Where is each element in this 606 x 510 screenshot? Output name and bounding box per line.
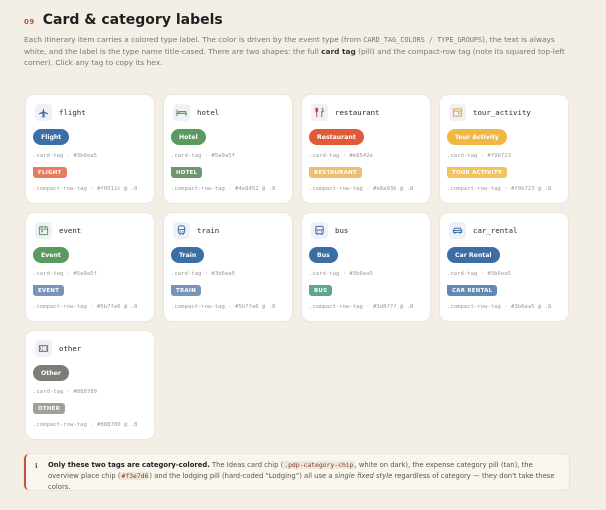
info-note: ℹ Only these two tags are category-color… bbox=[24, 454, 569, 493]
card-tag-meta: .card-tag · #3b6ea5 bbox=[447, 271, 511, 277]
card-type-name: train bbox=[197, 226, 220, 235]
bed-icon bbox=[173, 104, 190, 121]
tag-card-car-rental: car_rental Car Rental .card-tag · #3b6ea5 C… bbox=[440, 213, 568, 321]
tag-card-restaurant: restaurant Restaurant .card-tag · #e8542e R… bbox=[302, 95, 430, 203]
utensils-icon bbox=[311, 104, 328, 121]
info-icon: ℹ bbox=[35, 462, 38, 470]
tag-card-tour-activity: tour_activity Tour Activity .card-tag · #f… bbox=[440, 95, 568, 203]
compact-tag-meta: .compact-row-tag · #3d8f7f @ .8 bbox=[309, 304, 414, 310]
compact-row-tag[interactable]: RESTAURANT bbox=[309, 167, 362, 178]
compact-row-tag[interactable]: CAR RENTAL bbox=[447, 285, 498, 296]
compact-row-tag[interactable]: FLIGHT bbox=[33, 167, 67, 178]
note-body: Only these two tags are category-colored… bbox=[48, 460, 559, 493]
card-type-name: flight bbox=[59, 108, 86, 117]
card-tag-pill[interactable]: Tour Activity bbox=[447, 129, 507, 145]
compact-tag-meta: .compact-row-tag · #3b6ea5 @ .8 bbox=[447, 304, 552, 310]
card-tag-meta: .card-tag · #e8542e bbox=[309, 153, 373, 159]
card-tag-pill[interactable]: Restaurant bbox=[309, 129, 364, 145]
compact-tag-meta: .compact-row-tag · #4e8452 @ .8 bbox=[171, 186, 276, 192]
section-description: Each itinerary item carries a colored ty… bbox=[24, 34, 569, 68]
tag-card-hotel: hotel Hotel .card-tag · #5a9a5f HOTEL .compa… bbox=[164, 95, 292, 203]
card-type-name: event bbox=[59, 226, 82, 235]
card-tag-pill[interactable]: Flight bbox=[33, 129, 70, 145]
card-tag-pill[interactable]: Car Rental bbox=[447, 247, 500, 263]
card-type-name: bus bbox=[335, 226, 349, 235]
ticket-icon bbox=[449, 104, 466, 121]
page-title: Card & category labels bbox=[42, 12, 223, 28]
card-tag-meta: .card-tag · #f9b723 bbox=[447, 153, 511, 159]
card-header: other bbox=[35, 340, 81, 357]
compact-row-tag[interactable]: OTHER bbox=[33, 403, 66, 414]
tag-card-bus: bus Bus .card-tag · #3b6ea5 BUS .compact-row… bbox=[302, 213, 430, 321]
note-code: #f3e7d6 bbox=[120, 472, 150, 480]
card-tag-pill[interactable]: Other bbox=[33, 365, 69, 381]
card-tag-pill[interactable]: Hotel bbox=[171, 129, 206, 145]
desc-text: (pill) and the compact-row tag (note its… bbox=[24, 47, 565, 67]
note-code: .pdp-category-chip bbox=[283, 461, 355, 469]
note-italic: single fixed style bbox=[334, 472, 393, 480]
airplane-icon bbox=[35, 104, 52, 121]
card-tag-meta: .card-tag · #3b6ea5 bbox=[309, 271, 373, 277]
card-tag-pill[interactable]: Bus bbox=[309, 247, 338, 263]
note-text: ) and the lodging pill (hard-coded “Lodg… bbox=[149, 472, 335, 480]
card-type-name: restaurant bbox=[335, 108, 380, 117]
card-tag-meta: .card-tag · #5a9a5f bbox=[33, 271, 97, 277]
train-icon bbox=[173, 222, 190, 239]
tag-card-train: train Train .card-tag · #3b6ea5 TRAIN .compa… bbox=[164, 213, 292, 321]
section-number: 09 bbox=[24, 18, 35, 26]
card-tag-meta: .card-tag · #3b6ea5 bbox=[171, 271, 235, 277]
card-tag-pill[interactable]: Event bbox=[33, 247, 69, 263]
compact-tag-meta: .compact-row-tag · #5b7fa6 @ .8 bbox=[33, 304, 138, 310]
card-tag-meta: .card-tag · #888780 bbox=[33, 389, 97, 395]
card-type-name: hotel bbox=[197, 108, 220, 117]
card-tag-meta: .card-tag · #5a9a5f bbox=[171, 153, 235, 159]
card-header: tour_activity bbox=[449, 104, 531, 121]
car-icon bbox=[449, 222, 466, 239]
note-bold: Only these two tags are category-colored… bbox=[48, 461, 210, 469]
card-header: train bbox=[173, 222, 219, 239]
compact-row-tag[interactable]: TOUR ACTIVITY bbox=[447, 167, 508, 178]
card-type-name: tour_activity bbox=[473, 108, 531, 117]
note-text: , white on dark), the expense category p… bbox=[48, 461, 533, 480]
note-text: regardless of category — they don't take… bbox=[48, 472, 555, 491]
card-header: hotel bbox=[173, 104, 219, 121]
desc-bold: card tag bbox=[321, 47, 356, 56]
card-header: event bbox=[35, 222, 81, 239]
card-type-name: other bbox=[59, 344, 82, 353]
compact-tag-meta: .compact-row-tag · #e8a93b @ .8 bbox=[309, 186, 414, 192]
card-header: bus bbox=[311, 222, 348, 239]
compact-row-tag[interactable]: BUS bbox=[309, 285, 333, 296]
tag-card-flight: flight Flight .card-tag · #3b6ea5 FLIGHT .co… bbox=[26, 95, 154, 203]
note-text: The Ideas card chip ( bbox=[209, 461, 284, 469]
compact-tag-meta: .compact-row-tag · #f9b723 @ .8 bbox=[447, 186, 552, 192]
ticket-outline-icon bbox=[35, 340, 52, 357]
compact-row-tag[interactable]: EVENT bbox=[33, 285, 65, 296]
desc-code: CARD_TAG_COLORS / TYPE_GROUPS bbox=[363, 36, 483, 44]
card-tag-meta: .card-tag · #3b6ea5 bbox=[33, 153, 97, 159]
compact-row-tag[interactable]: HOTEL bbox=[171, 167, 203, 178]
card-type-name: car_rental bbox=[473, 226, 518, 235]
compact-tag-meta: .compact-row-tag · #888780 @ .8 bbox=[33, 422, 138, 428]
desc-text: ), the text is always white, and the lab… bbox=[24, 35, 555, 56]
bus-icon bbox=[311, 222, 328, 239]
card-tag-pill[interactable]: Train bbox=[171, 247, 205, 263]
compact-tag-meta: .compact-row-tag · #f0512c @ .8 bbox=[33, 186, 138, 192]
calendar-icon bbox=[35, 222, 52, 239]
desc-text: Each itinerary item carries a colored ty… bbox=[24, 35, 364, 44]
compact-tag-meta: .compact-row-tag · #5b7fa6 @ .8 bbox=[171, 304, 276, 310]
tag-card-event: event Event .card-tag · #5a9a5f EVENT .compa… bbox=[26, 213, 154, 321]
tag-card-other: other Other .card-tag · #888780 OTHER .compa… bbox=[26, 331, 154, 439]
card-header: car_rental bbox=[449, 222, 518, 239]
card-header: restaurant bbox=[311, 104, 380, 121]
compact-row-tag[interactable]: TRAIN bbox=[171, 285, 202, 296]
title-row: 09 Card & category labels bbox=[24, 12, 584, 28]
section-header: 09 Card & category labels Each itinerary… bbox=[24, 12, 584, 68]
card-header: flight bbox=[35, 104, 86, 121]
